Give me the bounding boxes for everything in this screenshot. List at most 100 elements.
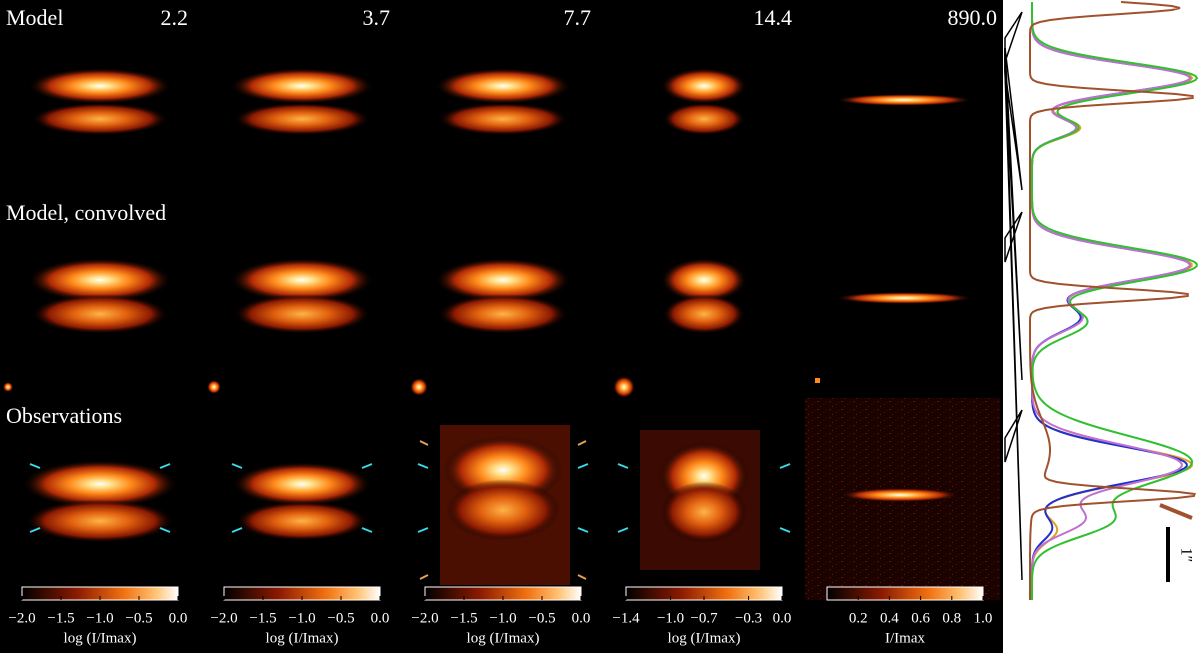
profile-curve xyxy=(1031,2,1199,600)
arrow-wedge xyxy=(1004,409,1023,463)
slit-marker xyxy=(577,527,589,533)
colorbar-tick-label: 0.8 xyxy=(942,610,961,626)
colorbar-label: I/Imax xyxy=(885,630,925,646)
colorbar-tick-label: −1.5 xyxy=(249,610,276,626)
slit-marker xyxy=(779,527,791,533)
image-lobe xyxy=(446,479,560,541)
image-lobe xyxy=(434,258,572,302)
colorbar-tick-label: 1.0 xyxy=(974,610,993,626)
colorbar-tick-label: 0.2 xyxy=(849,610,868,626)
image-lobe xyxy=(22,460,178,508)
psf xyxy=(3,382,13,392)
colorbar-tick-label: −0.5 xyxy=(125,610,152,626)
slit-marker xyxy=(577,574,587,580)
image-lobe xyxy=(661,481,747,543)
slit-marker xyxy=(779,463,791,469)
slit-marker xyxy=(361,527,373,533)
colorbar-tick-label: −1.0 xyxy=(657,610,684,626)
colorbar-tick-label: −1.0 xyxy=(288,610,315,626)
image-lobe xyxy=(233,294,371,334)
colorbar-tick-label: −0.5 xyxy=(528,610,555,626)
colorbar-tick-label: 0.0 xyxy=(169,610,188,626)
colorbar-tick-label: 0.0 xyxy=(572,610,591,626)
colorbar-tick-label: −0.7 xyxy=(690,610,718,626)
colorbar-label: log (I/Imax) xyxy=(668,630,741,646)
column-label: 14.4 xyxy=(754,5,793,30)
image-lobe xyxy=(25,499,175,543)
profile-curve xyxy=(1029,1,1196,600)
column-label: 890.0 xyxy=(948,5,998,30)
colorbar-tick-label: 0.0 xyxy=(371,610,390,626)
image-strip xyxy=(835,94,973,106)
psf xyxy=(207,380,221,394)
colorbar-tick-label: −0.3 xyxy=(735,610,762,626)
image-lobe xyxy=(438,102,568,136)
column-label: 7.7 xyxy=(564,5,592,30)
slit-marker xyxy=(617,527,629,533)
colorbar-tick-label: −1.5 xyxy=(47,610,74,626)
image-lobe xyxy=(662,294,746,334)
slit-marker xyxy=(159,463,171,469)
slit-marker xyxy=(617,463,629,469)
colorbar-tick-label: 0.4 xyxy=(880,610,899,626)
slit-marker xyxy=(417,463,429,469)
image-lobe xyxy=(28,258,172,302)
psf xyxy=(613,376,635,398)
psf xyxy=(410,378,428,396)
image-lobe xyxy=(230,258,374,302)
slit-marker xyxy=(29,463,41,469)
row-label: Observations xyxy=(6,403,122,428)
profile-panel: 1″ xyxy=(1004,1,1199,600)
slit-marker xyxy=(361,463,373,469)
image-lobe xyxy=(235,501,369,541)
image-strip xyxy=(840,488,960,502)
psf xyxy=(815,378,820,383)
colorbar-tick-label: −1.0 xyxy=(86,610,113,626)
image-lobe xyxy=(660,258,748,302)
slit-marker xyxy=(577,440,587,446)
arrow-wedge xyxy=(1004,11,1023,63)
arrow-wedge xyxy=(1004,47,1023,581)
pointer-arrow xyxy=(1159,503,1193,520)
image-strip xyxy=(835,292,973,304)
slit-marker xyxy=(159,527,171,533)
slit-marker xyxy=(577,463,589,469)
colorbar-tick-label: 0.0 xyxy=(773,610,792,626)
colorbar-tick-label: −2.0 xyxy=(8,610,35,626)
colorbar-tick-label: −1.5 xyxy=(450,610,477,626)
slit-marker xyxy=(29,527,41,533)
row-label: Model, convolved xyxy=(6,200,166,225)
colorbar-label: log (I/Imax) xyxy=(266,630,339,646)
image-lobe xyxy=(31,294,169,334)
slit-marker xyxy=(419,574,429,580)
image-lobe xyxy=(660,68,748,104)
colorbar xyxy=(826,586,984,601)
image-panels xyxy=(3,68,1000,600)
colorbar-tick-label: −1.0 xyxy=(489,610,516,626)
slit-marker xyxy=(417,527,429,533)
slit-marker xyxy=(231,527,243,533)
image-lobe xyxy=(232,462,372,506)
image-lobe xyxy=(434,68,572,104)
colorbar-tick-label: −2.0 xyxy=(411,610,438,626)
image-lobe xyxy=(662,102,746,136)
colorbar-label: log (I/Imax) xyxy=(467,630,540,646)
column-label: 3.7 xyxy=(363,5,391,30)
profile-curve xyxy=(1031,2,1192,600)
image-lobe xyxy=(31,102,169,136)
image-lobe xyxy=(28,68,172,104)
column-label: 2.2 xyxy=(161,5,189,30)
colorbar-tick-label: 0.6 xyxy=(911,610,930,626)
image-lobe xyxy=(438,294,568,334)
row-label: Model xyxy=(6,5,63,30)
slit-marker xyxy=(231,463,243,469)
colorbar-tick-label: −2.0 xyxy=(210,610,237,626)
scale-bar-label: 1″ xyxy=(1177,548,1194,563)
image-lobe xyxy=(230,68,374,104)
colorbar-label: log (I/Imax) xyxy=(64,630,137,646)
colorbar-tick-label: −1.4 xyxy=(612,610,640,626)
image-lobe xyxy=(233,102,371,136)
colorbar-tick-label: −0.5 xyxy=(327,610,354,626)
slit-marker xyxy=(419,440,429,446)
